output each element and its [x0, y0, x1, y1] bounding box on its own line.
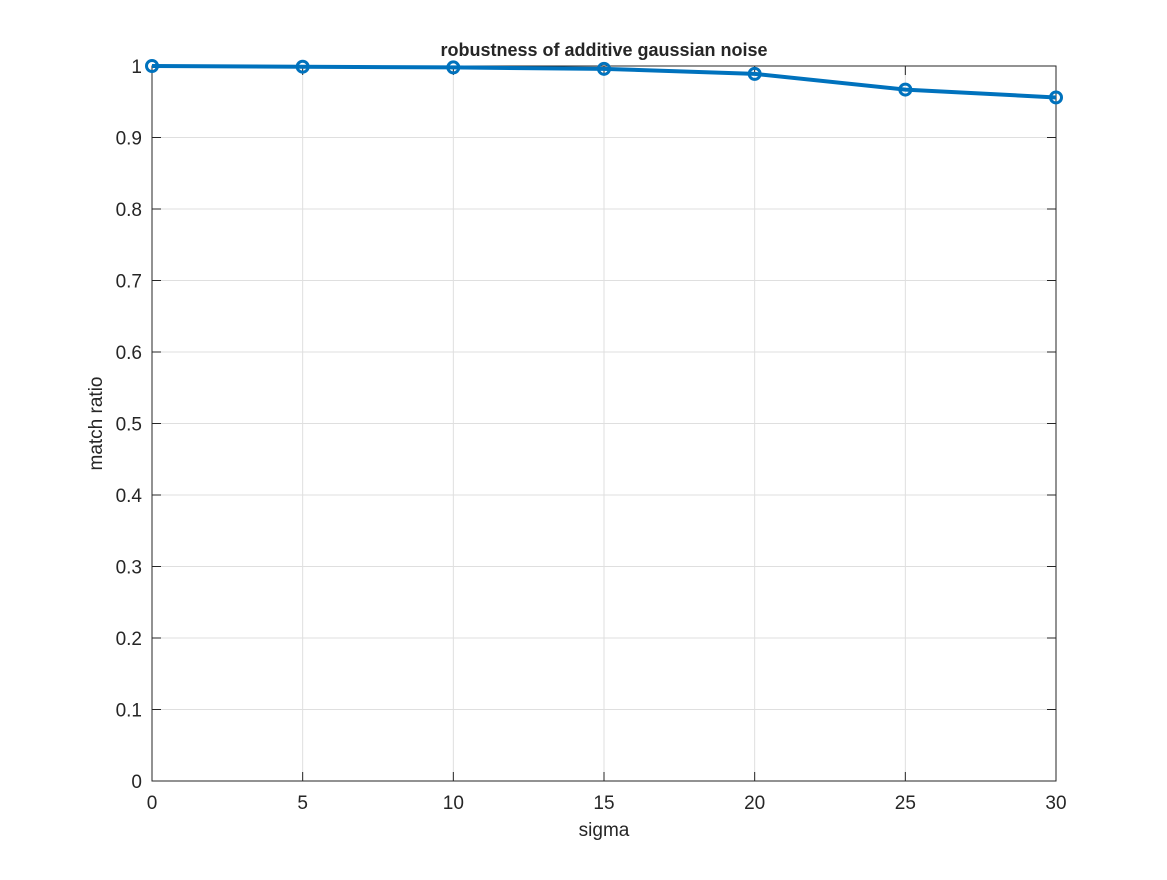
x-tick-label: 25: [895, 793, 916, 814]
y-tick-label: 0.2: [116, 629, 142, 650]
x-tick-label: 5: [297, 793, 308, 814]
series: [145, 59, 1063, 105]
data-point-marker: [1049, 90, 1063, 105]
y-tick-label: 0.6: [116, 343, 142, 364]
y-tick-label: 0.8: [116, 200, 142, 221]
y-tick-label: 0.9: [116, 129, 142, 150]
chart-title: robustness of additive gaussian noise: [440, 40, 767, 60]
data-point-marker: [747, 66, 762, 81]
x-tick-label: 20: [744, 793, 765, 814]
data-point-marker: [597, 61, 611, 76]
grid: [151, 65, 1057, 782]
y-tick-label: 0.1: [116, 701, 142, 722]
data-point-marker: [145, 59, 159, 73]
y-tick-label: 0: [131, 772, 142, 793]
y-axis-label: match ratio: [86, 377, 107, 471]
x-tick-label: 10: [443, 793, 464, 814]
data-point-marker: [295, 59, 310, 74]
ticks: 0 5 10 15 20 25 30 0 0.1 0.2 0.3 0.4 0.5 0.6 0.7 0.8 0.9…: [116, 57, 1067, 814]
x-tick-label: 15: [593, 793, 614, 814]
y-tick-label: 0.4: [116, 486, 143, 507]
y-tick-label: 0.7: [116, 272, 142, 293]
y-tick-label: 1: [131, 57, 142, 78]
x-tick-label: 30: [1045, 793, 1066, 814]
x-axis-label: sigma: [579, 820, 630, 841]
series-line: [151, 64, 1057, 100]
data-point-marker: [446, 60, 461, 75]
y-tick-label: 0.5: [116, 415, 142, 436]
x-tick-label: 0: [147, 793, 158, 814]
y-tick-label: 0.3: [116, 558, 142, 579]
data-point-marker: [898, 82, 913, 97]
